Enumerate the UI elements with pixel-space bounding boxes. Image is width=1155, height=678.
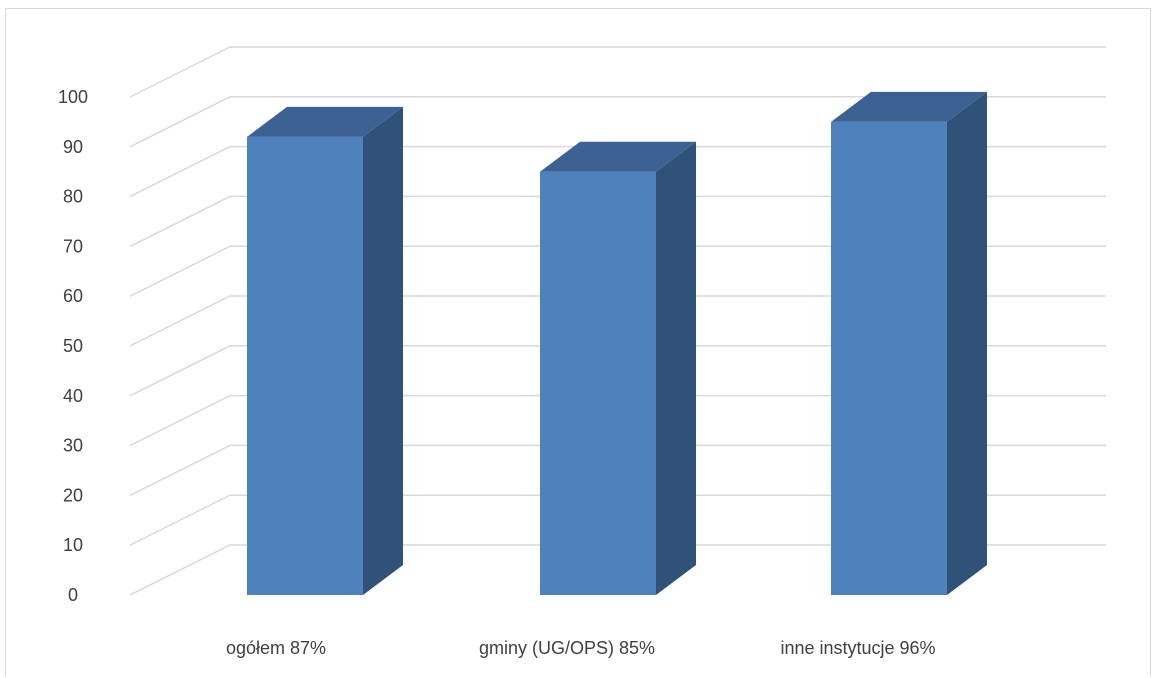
bar xyxy=(540,171,656,595)
y-tick-label: 10 xyxy=(63,535,83,555)
bar-top xyxy=(247,106,403,137)
category-label: ogółem 87% xyxy=(226,638,326,658)
y-tick-label: 20 xyxy=(63,485,83,505)
gridline xyxy=(129,145,1106,198)
y-tick-label: 40 xyxy=(63,386,83,406)
gridline xyxy=(129,46,1106,98)
bar-top xyxy=(540,141,696,172)
gridline xyxy=(129,245,1106,297)
y-tick-label: 100 xyxy=(58,87,88,107)
gridline xyxy=(129,444,1106,497)
bar-side xyxy=(363,106,403,595)
category-label: inne instytucje 96% xyxy=(780,638,935,658)
y-tick-label: 60 xyxy=(63,286,83,306)
gridline xyxy=(129,96,1106,148)
chart-border xyxy=(5,8,1151,676)
y-tick-label: 0 xyxy=(68,585,78,605)
gridline xyxy=(129,394,1106,447)
y-tick-label: 90 xyxy=(63,137,83,157)
gridline xyxy=(129,295,1106,347)
gridline xyxy=(129,544,1106,596)
bar xyxy=(831,121,947,596)
bar xyxy=(247,136,363,595)
bar-side xyxy=(947,91,987,596)
bar-top xyxy=(831,91,987,122)
category-label: gminy (UG/OPS) 85% xyxy=(479,638,655,658)
y-tick-label: 80 xyxy=(63,187,83,207)
y-tick-label: 30 xyxy=(63,436,83,456)
y-tick-label: 70 xyxy=(63,236,83,256)
gridline xyxy=(129,345,1106,397)
bar-side xyxy=(656,141,696,595)
y-tick-label: 50 xyxy=(63,336,83,356)
gridline xyxy=(129,195,1106,248)
gridline xyxy=(129,494,1106,546)
